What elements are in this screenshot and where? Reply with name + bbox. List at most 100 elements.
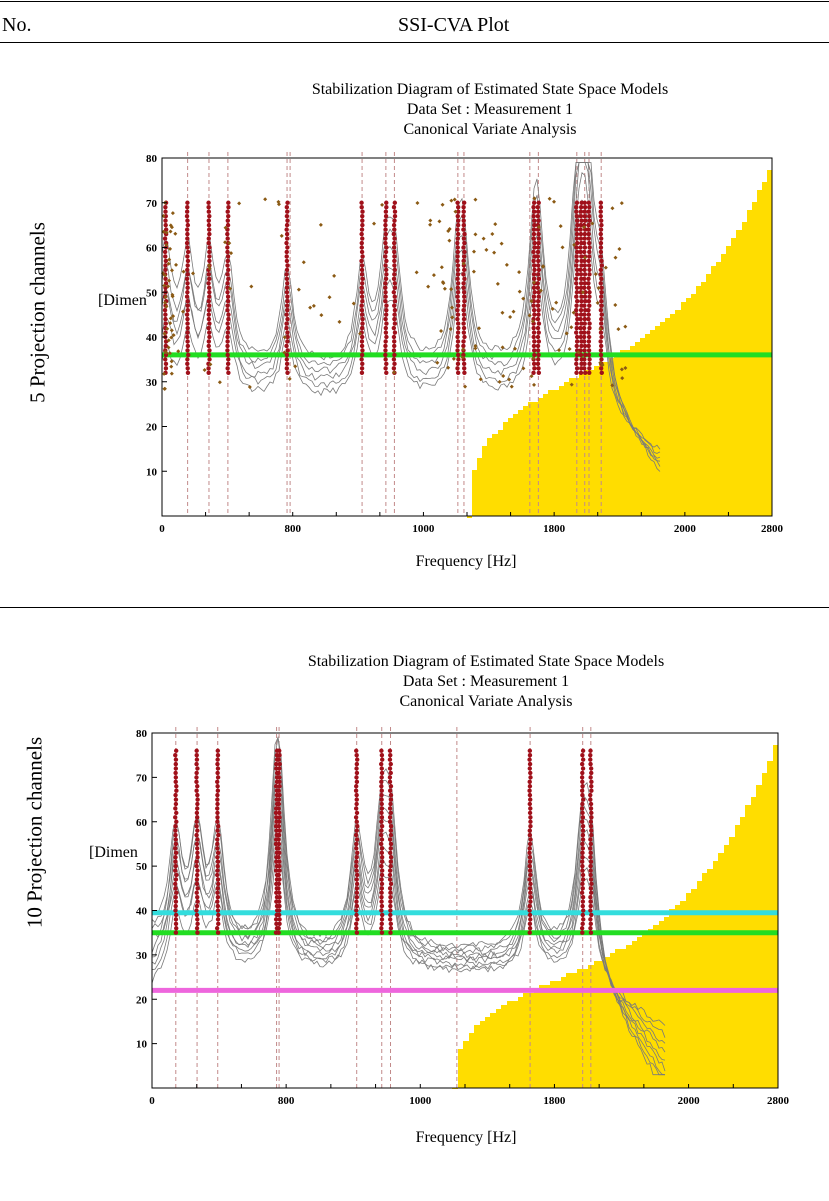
chart-subtitle-method: Canonical Variate Analysis [400,693,573,710]
stable-pole [383,348,388,353]
stable-pole [582,249,587,255]
stable-pole [588,757,593,762]
stable-pole [455,352,461,358]
stable-pole [194,881,200,887]
stable-pole [532,312,537,317]
stable-pole [387,748,393,753]
stable-pole [195,917,200,922]
stable-pole [455,321,461,326]
stable-pole [392,361,397,367]
stable-pole [574,276,579,282]
stable-pole [588,792,593,798]
stable-pole [461,254,467,259]
stable-pole [174,819,179,824]
stable-pole [383,227,388,232]
stable-pole [580,757,586,762]
stable-pole [588,801,594,807]
unstable-pole [332,273,337,278]
stable-pole [285,348,290,353]
stable-pole [163,316,168,322]
stable-pole [388,850,393,856]
stable-pole [388,890,393,895]
stable-pole [207,334,212,340]
stable-pole [455,267,461,273]
stable-pole [574,334,580,340]
stable-pole [535,213,541,219]
stable-pole [598,209,603,214]
stable-pole [580,766,586,771]
stable-pole [195,784,200,789]
stable-pole [578,267,583,273]
stable-pole [582,267,587,273]
unstable-pole [532,382,537,387]
stable-pole [461,330,467,335]
stable-pole [588,766,594,771]
unstable-pole [237,201,242,206]
unstable-pole [511,309,516,314]
stable-pole [359,325,365,331]
stable-pole [588,855,593,860]
stable-pole [527,877,532,882]
stable-pole [391,240,397,246]
stabilization-chart-5-channels: Stabilization Diagram of Estimated State… [98,81,784,570]
stable-pole [360,299,365,304]
stable-pole [185,370,191,375]
stable-pole [215,801,220,807]
stable-pole [379,877,384,882]
unstable-pole [590,221,595,226]
stable-pole [574,200,580,205]
stable-pole [392,343,397,349]
stable-pole [353,806,359,811]
stable-pole [580,832,586,838]
stable-pole [273,917,279,922]
stable-pole [574,307,579,313]
unstable-pole [569,382,574,387]
stable-pole [215,868,220,873]
stable-pole [185,334,190,340]
stable-pole [379,801,384,807]
stable-pole [383,316,388,322]
unstable-pole [165,326,170,331]
stable-pole [206,352,212,358]
stable-pole [215,899,220,904]
unstable-pole [161,229,166,234]
stable-pole [579,258,584,264]
unstable-pole [296,287,301,292]
stable-pole [359,312,365,317]
stable-pole [277,775,282,780]
stable-pole [379,921,384,927]
stable-pole [184,209,190,214]
stable-pole [392,330,398,335]
stable-pole [589,828,594,833]
stable-pole [455,290,461,295]
unstable-pole [263,197,268,202]
stable-pole [532,222,537,228]
stable-pole [455,330,461,335]
unstable-pole [461,347,466,352]
stable-pole [388,899,393,904]
stable-pole [580,886,585,891]
stable-pole [354,761,360,767]
stable-pole [355,850,360,856]
stable-pole [215,881,221,887]
stable-pole [184,227,190,232]
stable-pole [574,218,580,223]
stable-pole [383,218,388,223]
stable-pole [226,357,231,362]
chart-title-block: Stabilization Diagram of Estimated State… [308,653,664,710]
stable-pole [574,303,579,308]
stable-pole [598,330,604,335]
stable-pole [586,276,591,282]
stable-pole [455,272,461,277]
stable-pole [598,254,603,259]
stable-pole [173,917,179,922]
unstable-pole [227,241,232,246]
stable-pole [276,926,281,931]
stable-pole [206,205,211,210]
stable-pole [276,846,281,851]
stable-pole [531,276,537,282]
stable-pole [174,810,179,816]
stable-pole [598,240,604,246]
stable-pole [284,272,289,277]
unstable-pole [460,355,465,360]
